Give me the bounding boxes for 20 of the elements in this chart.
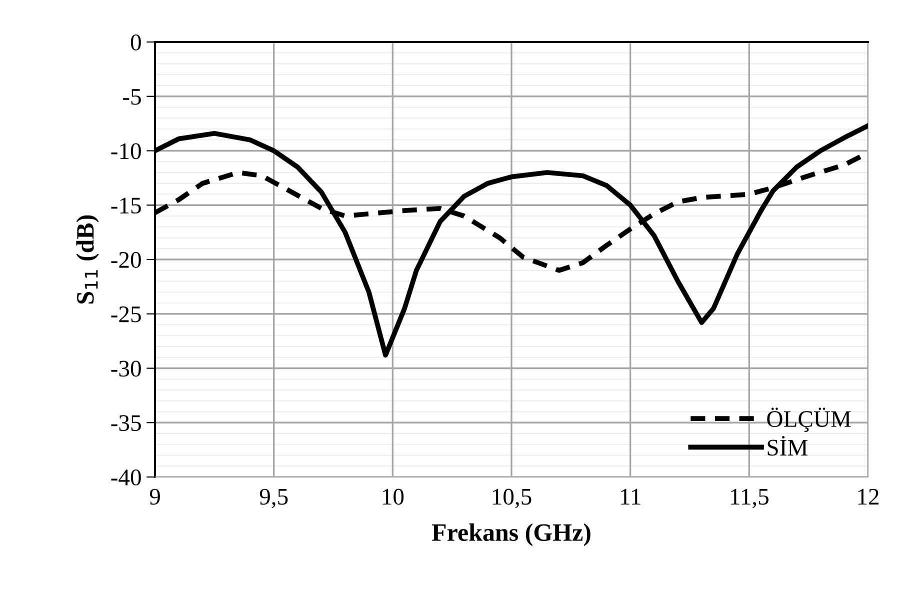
- y-tick-label: -35: [111, 415, 141, 432]
- y-tick-label: -25: [111, 306, 141, 322]
- x-tick-label: 11,5: [731, 488, 768, 508]
- x-tick-label: 10: [382, 488, 404, 505]
- x-tick-label: 12: [858, 488, 879, 504]
- y-axis-title: S$_{11}$ (dB): [76, 215, 99, 304]
- y-tick-label: -30: [111, 360, 141, 377]
- x-tick-label: 10,5: [492, 488, 532, 508]
- x-tick-label: 9: [150, 488, 160, 505]
- x-axis-title: Frekans (GHz): [432, 523, 590, 546]
- y-tick-label: 0: [130, 34, 141, 50]
- y-tick-label: -20: [111, 252, 141, 268]
- y-tick-label: -15: [111, 198, 141, 214]
- x-tick-label: 9,5: [260, 488, 288, 508]
- legend-label: SİM: [768, 436, 808, 456]
- x-tick-label: 11: [621, 488, 640, 504]
- legend-label: ÖLÇÜM: [767, 408, 851, 432]
- y-tick-label: -40: [111, 469, 141, 486]
- y-tick-label: -10: [111, 143, 141, 160]
- y-tick-label: -5: [123, 89, 141, 105]
